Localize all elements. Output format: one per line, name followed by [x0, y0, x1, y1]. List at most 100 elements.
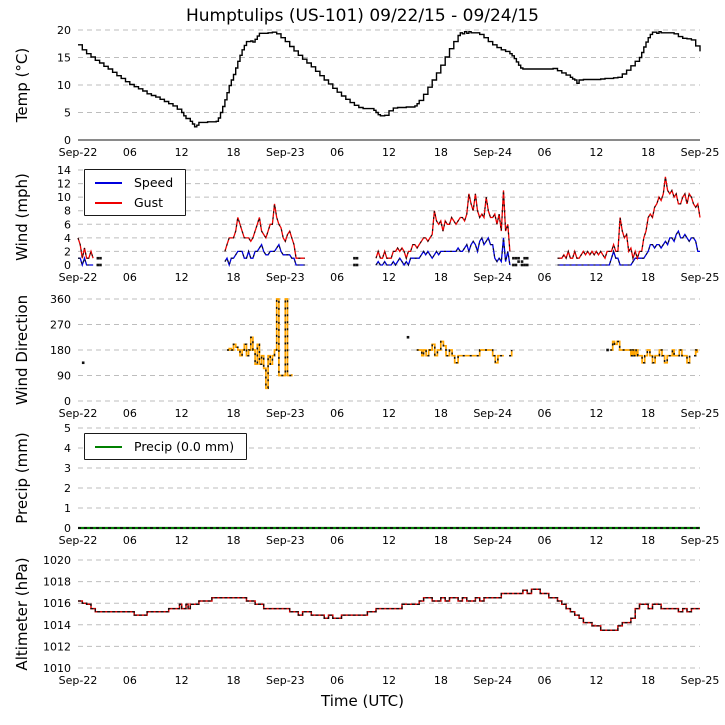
- svg-text:06: 06: [123, 146, 137, 159]
- svg-text:270: 270: [50, 319, 71, 332]
- legend-item-speed: Speed: [95, 175, 173, 190]
- chart-title: Humptulips (US-101) 09/22/15 - 09/24/15: [186, 6, 539, 26]
- svg-text:12: 12: [175, 146, 189, 159]
- svg-text:12: 12: [175, 271, 189, 284]
- precip-legend: Precip (0.0 mm): [84, 433, 248, 460]
- svg-text:0: 0: [64, 395, 71, 408]
- svg-text:15: 15: [57, 52, 71, 65]
- svg-text:18: 18: [641, 534, 655, 547]
- svg-text:Sep-23: Sep-23: [266, 407, 305, 420]
- svg-text:18: 18: [227, 146, 241, 159]
- svg-text:Sep-24: Sep-24: [473, 146, 512, 159]
- svg-text:12: 12: [382, 534, 396, 547]
- svg-text:18: 18: [641, 146, 655, 159]
- svg-text:Sep-23: Sep-23: [266, 534, 305, 547]
- svg-text:Sep-25: Sep-25: [681, 534, 720, 547]
- svg-text:06: 06: [538, 534, 552, 547]
- svg-text:18: 18: [434, 146, 448, 159]
- ylabel-wind: Wind (mph): [13, 173, 31, 261]
- svg-text:Sep-22: Sep-22: [59, 674, 98, 687]
- svg-text:12: 12: [175, 407, 189, 420]
- legend-label-gust: Gust: [134, 195, 164, 210]
- svg-text:06: 06: [123, 674, 137, 687]
- svg-text:0: 0: [64, 259, 71, 272]
- svg-text:12: 12: [589, 674, 603, 687]
- ylabel-precip: Precip (mm): [13, 432, 31, 524]
- svg-text:12: 12: [175, 534, 189, 547]
- svg-text:12: 12: [382, 674, 396, 687]
- svg-text:06: 06: [538, 146, 552, 159]
- svg-text:Sep-24: Sep-24: [473, 271, 512, 284]
- svg-text:1018: 1018: [43, 576, 71, 589]
- svg-text:5: 5: [64, 107, 71, 120]
- svg-text:Sep-24: Sep-24: [473, 534, 512, 547]
- svg-text:180: 180: [50, 344, 71, 357]
- svg-text:10: 10: [57, 79, 71, 92]
- svg-text:90: 90: [57, 370, 71, 383]
- svg-text:06: 06: [330, 534, 344, 547]
- svg-text:12: 12: [589, 146, 603, 159]
- svg-text:18: 18: [434, 674, 448, 687]
- svg-text:1012: 1012: [43, 640, 71, 653]
- svg-text:18: 18: [227, 674, 241, 687]
- svg-text:18: 18: [641, 674, 655, 687]
- svg-text:2: 2: [64, 245, 71, 258]
- svg-text:12: 12: [589, 271, 603, 284]
- svg-text:6: 6: [64, 218, 71, 231]
- svg-text:Sep-25: Sep-25: [681, 146, 720, 159]
- svg-text:Sep-22: Sep-22: [59, 407, 98, 420]
- wind-legend: Speed Gust: [84, 169, 187, 216]
- svg-text:06: 06: [330, 146, 344, 159]
- svg-text:12: 12: [589, 407, 603, 420]
- ylabel-altimeter: Altimeter (hPa): [13, 557, 31, 671]
- svg-text:06: 06: [123, 271, 137, 284]
- svg-text:Sep-22: Sep-22: [59, 146, 98, 159]
- svg-text:12: 12: [382, 271, 396, 284]
- svg-text:12: 12: [57, 178, 71, 191]
- svg-text:Sep-23: Sep-23: [266, 146, 305, 159]
- svg-text:8: 8: [64, 205, 71, 218]
- svg-text:18: 18: [434, 407, 448, 420]
- svg-text:20: 20: [57, 24, 71, 37]
- svg-text:06: 06: [330, 674, 344, 687]
- svg-text:1020: 1020: [43, 554, 71, 567]
- svg-text:Sep-25: Sep-25: [681, 407, 720, 420]
- svg-text:06: 06: [538, 407, 552, 420]
- svg-text:2: 2: [64, 482, 71, 495]
- svg-text:4: 4: [64, 442, 71, 455]
- svg-text:18: 18: [641, 271, 655, 284]
- legend-item-precip: Precip (0.0 mm): [95, 439, 234, 454]
- svg-text:18: 18: [434, 534, 448, 547]
- ylabel-wind-direction: Wind Direction: [13, 294, 31, 406]
- svg-text:12: 12: [175, 674, 189, 687]
- svg-text:Sep-23: Sep-23: [266, 271, 305, 284]
- legend-item-gust: Gust: [95, 195, 173, 210]
- svg-text:18: 18: [227, 271, 241, 284]
- svg-text:18: 18: [434, 271, 448, 284]
- svg-text:1: 1: [64, 502, 71, 515]
- svg-text:Sep-25: Sep-25: [681, 674, 720, 687]
- svg-text:1016: 1016: [43, 597, 71, 610]
- svg-text:14: 14: [57, 164, 71, 177]
- svg-text:Sep-25: Sep-25: [681, 271, 720, 284]
- svg-text:Sep-24: Sep-24: [473, 407, 512, 420]
- precip-line-swatch: [95, 445, 122, 448]
- svg-text:06: 06: [330, 271, 344, 284]
- svg-text:360: 360: [50, 293, 71, 306]
- svg-text:12: 12: [382, 146, 396, 159]
- svg-text:Sep-22: Sep-22: [59, 271, 98, 284]
- svg-text:18: 18: [227, 534, 241, 547]
- svg-text:0: 0: [64, 522, 71, 535]
- svg-text:Sep-23: Sep-23: [266, 674, 305, 687]
- svg-text:06: 06: [538, 271, 552, 284]
- svg-text:1010: 1010: [43, 662, 71, 675]
- svg-text:5: 5: [64, 422, 71, 435]
- svg-text:06: 06: [123, 407, 137, 420]
- svg-text:3: 3: [64, 462, 71, 475]
- svg-text:06: 06: [330, 407, 344, 420]
- gust-line-swatch: [95, 201, 122, 204]
- svg-text:12: 12: [382, 407, 396, 420]
- svg-text:Sep-22: Sep-22: [59, 534, 98, 547]
- speed-line-swatch: [95, 181, 122, 184]
- svg-text:1014: 1014: [43, 619, 71, 632]
